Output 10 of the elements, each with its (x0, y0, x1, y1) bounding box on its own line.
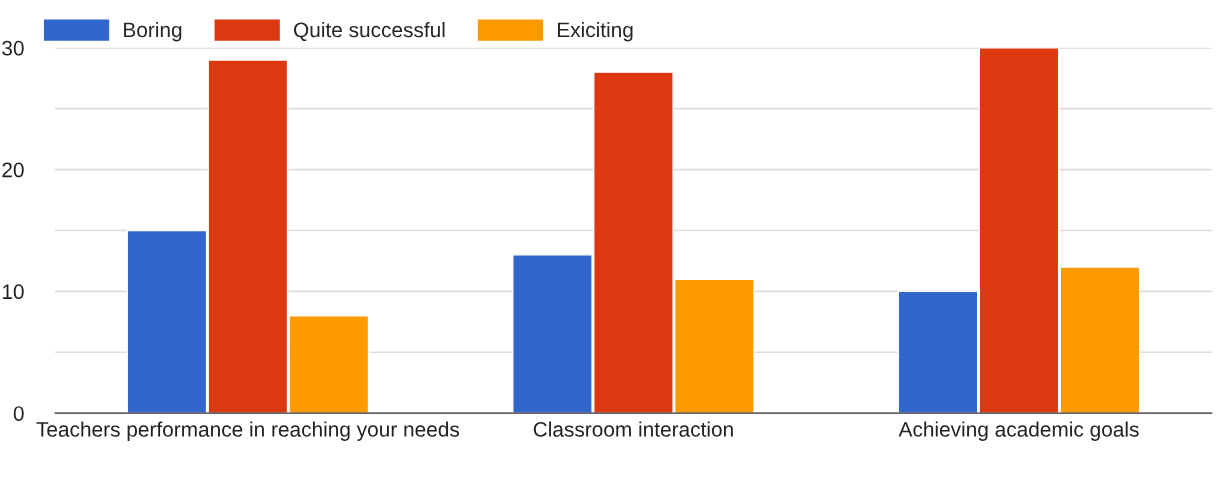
x-tick-label: Achieving academic goals (898, 421, 1139, 441)
x-tick-label: Teachers performance in reaching your needs (36, 421, 460, 441)
legend-label: Quite successful (294, 21, 445, 42)
legend-label: Boring (124, 21, 182, 42)
y-tick-label: 0 (13, 406, 24, 421)
x-tick-label: Classroom interaction (533, 421, 733, 437)
y-tick-label: 30 (2, 40, 24, 56)
y-tick-label: 10 (2, 284, 24, 300)
legend-label: Exiciting (557, 21, 633, 42)
y-tick-label: 20 (2, 162, 24, 178)
